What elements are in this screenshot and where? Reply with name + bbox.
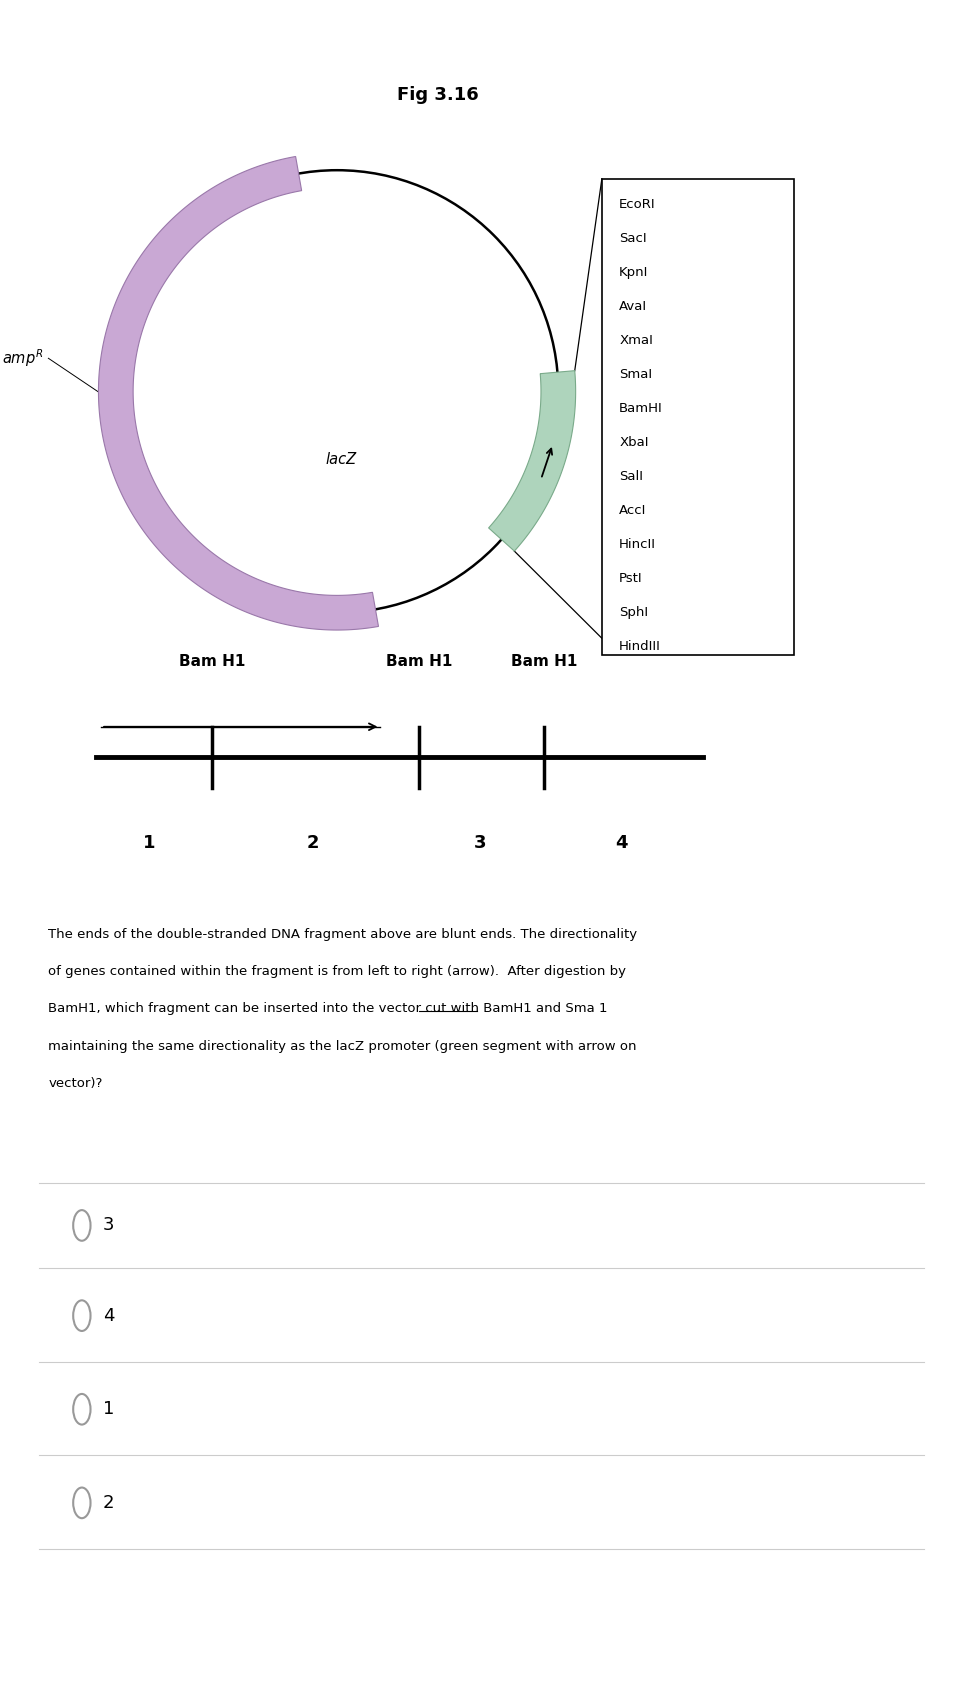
Text: 3: 3	[103, 1217, 115, 1234]
Text: BamH1, which fragment can be inserted into the vector cut with BamH1 and Sma 1: BamH1, which fragment can be inserted in…	[48, 1002, 608, 1016]
Text: Bam H1: Bam H1	[179, 654, 245, 669]
Text: SacI: SacI	[619, 231, 647, 245]
Text: PstI: PstI	[619, 572, 643, 585]
Text: HincII: HincII	[619, 538, 656, 551]
Text: The ends of the double-stranded DNA fragment above are blunt ends. The direction: The ends of the double-stranded DNA frag…	[48, 928, 638, 941]
Text: XbaI: XbaI	[619, 436, 649, 449]
Text: Fig 3.16: Fig 3.16	[398, 87, 479, 104]
Text: HindIII: HindIII	[619, 640, 661, 654]
Text: 3: 3	[474, 834, 485, 853]
Text: BamHI: BamHI	[619, 402, 663, 415]
Text: AccI: AccI	[619, 504, 646, 517]
Text: SphI: SphI	[619, 606, 648, 620]
Text: SalI: SalI	[619, 470, 643, 483]
Bar	[602, 179, 794, 655]
Text: 1: 1	[143, 834, 155, 853]
Text: 4: 4	[103, 1307, 115, 1324]
Text: lacZ: lacZ	[325, 453, 356, 466]
Text: 2: 2	[307, 834, 319, 853]
Polygon shape	[488, 371, 576, 551]
Text: maintaining the same directionality as the lacZ promoter (green segment with arr: maintaining the same directionality as t…	[48, 1040, 637, 1054]
Text: vector)?: vector)?	[48, 1077, 102, 1091]
Polygon shape	[98, 157, 378, 630]
Text: of genes contained within the fragment is from left to right (arrow).  After dig: of genes contained within the fragment i…	[48, 965, 626, 979]
Text: KpnI: KpnI	[619, 266, 649, 279]
Text: Bam H1: Bam H1	[386, 654, 452, 669]
Text: $amp^R$: $amp^R$	[2, 347, 43, 369]
Text: SmaI: SmaI	[619, 368, 652, 381]
Text: 1: 1	[103, 1401, 115, 1418]
Text: EcoRI: EcoRI	[619, 197, 656, 211]
Text: 4: 4	[615, 834, 627, 853]
Text: AvaI: AvaI	[619, 300, 647, 313]
Text: XmaI: XmaI	[619, 334, 653, 347]
Text: Bam H1: Bam H1	[511, 654, 577, 669]
Text: 2: 2	[103, 1494, 115, 1511]
